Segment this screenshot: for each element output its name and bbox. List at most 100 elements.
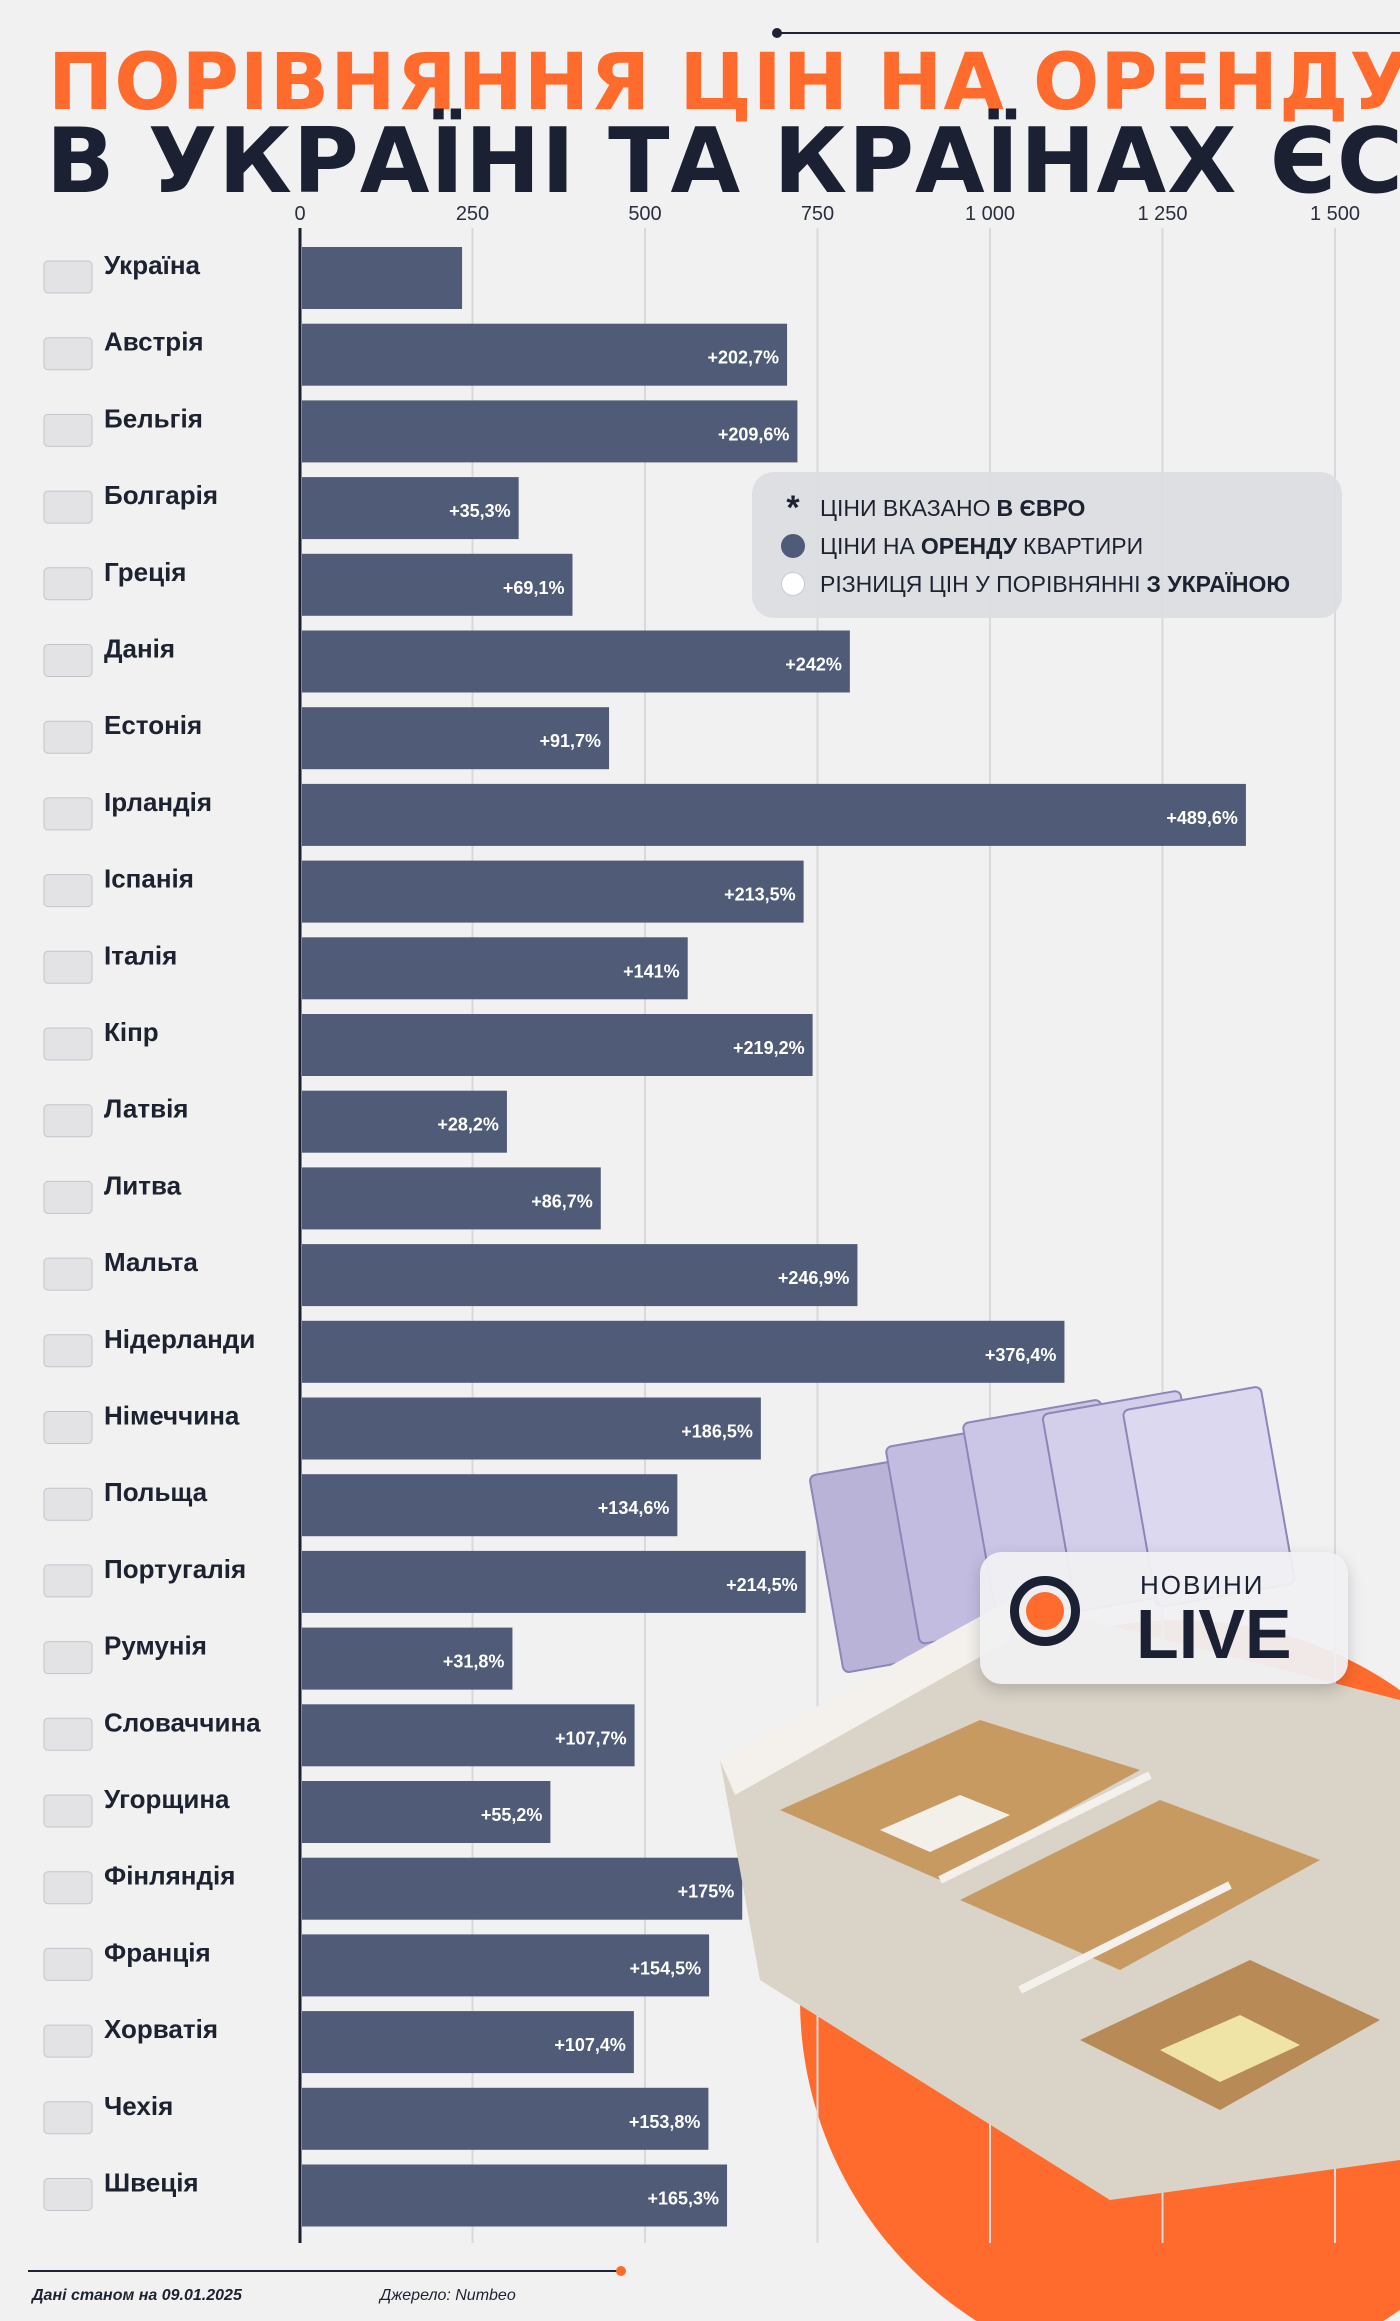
legend-item-currency: * ЦІНИ ВКАЗАНО В ЄВРО (778, 491, 1091, 525)
bar (302, 1014, 813, 1076)
country-label: Франція (104, 1937, 211, 1967)
difference-label: +107,7% (555, 1728, 627, 1748)
brand-logo: НОВИНИ LIVE (980, 1552, 1348, 1684)
flag-icon (43, 260, 93, 294)
bar (302, 1550, 806, 1613)
country-label: Німеччина (104, 1401, 240, 1431)
bar (302, 860, 804, 923)
country-label: Словаччина (104, 1707, 261, 1737)
flag-icon (43, 1564, 93, 1598)
difference-label: +134,6% (598, 1498, 670, 1518)
flag-icon (43, 1871, 93, 1905)
flag-icon (43, 644, 93, 677)
title-line-2: В УКРАЇНІ ТА КРАЇНАХ ЄС (46, 109, 1400, 214)
apartment-illustration (720, 1386, 1400, 2200)
bar (302, 1781, 551, 1843)
country-label: Швеція (104, 2168, 199, 2198)
bar (302, 2087, 709, 2150)
flag-icon (43, 567, 93, 601)
flag-icon (43, 413, 93, 447)
filled-dot-icon (778, 534, 808, 558)
country-label: Данія (104, 634, 175, 664)
bar (302, 1244, 858, 1307)
country-label: Угорщина (104, 1784, 230, 1814)
country-label: Португалія (104, 1554, 246, 1584)
difference-label: +165,3% (647, 2189, 719, 2209)
x-tick-label: 0 (294, 203, 305, 225)
country-label: Румунія (104, 1631, 207, 1661)
country-label: Болгарія (104, 480, 218, 510)
bar (302, 477, 519, 540)
x-tick-label: 1 000 (965, 203, 1015, 225)
bar (302, 247, 463, 309)
country-label: Фінляндія (104, 1861, 235, 1891)
difference-label: +107,4% (554, 2035, 626, 2055)
bar (302, 783, 1246, 846)
flag-icon (43, 1794, 93, 1828)
title-line-1: ПОРІВНЯННЯ ЦІН НА ОРЕНДУ (48, 38, 1400, 128)
difference-label: +69,1% (503, 578, 565, 598)
flag-icon (43, 720, 93, 754)
difference-label: +154,5% (630, 1958, 702, 1978)
bar (302, 323, 788, 386)
difference-label: +175% (678, 1882, 735, 1902)
logo-dot-icon (1026, 1592, 1064, 1630)
flag-icon (43, 1717, 93, 1751)
difference-label: +91,7% (539, 731, 601, 751)
bar (302, 1397, 761, 1460)
bar (302, 1934, 710, 1997)
legend: * ЦІНИ ВКАЗАНО В ЄВРО ЦІНИ НА ОРЕНДУ КВА… (752, 472, 1342, 618)
flag-icon (43, 1641, 93, 1675)
footer-divider (28, 2270, 618, 2272)
bar (302, 707, 610, 770)
country-label: Нідерланди (104, 1324, 255, 1354)
country-label: Хорватія (104, 2014, 218, 2044)
difference-label: +28,2% (437, 1115, 499, 1135)
bar (302, 2164, 728, 2227)
flag-icon (43, 797, 93, 831)
country-label: Іспанія (104, 864, 194, 894)
country-label: Італія (104, 940, 177, 970)
chart-labels: 0 250 500 750 1 000 1 250 1 500 Україна Австрія +… (43, 203, 1360, 2211)
top-divider-dot (772, 28, 782, 38)
bar (302, 1167, 601, 1230)
x-tick-label: 1 500 (1310, 203, 1360, 225)
legend-item-rent: ЦІНИ НА ОРЕНДУ КВАРТИРИ (778, 530, 1143, 562)
bar (302, 400, 798, 463)
empty-dot-icon (778, 572, 808, 596)
x-tick-label: 500 (628, 203, 661, 225)
flag-icon (43, 490, 93, 524)
bar (302, 1090, 507, 1153)
x-tick-label: 750 (801, 203, 834, 225)
difference-label: +55,2% (481, 1805, 543, 1825)
flag-icon (43, 1180, 93, 1214)
flag-icon (43, 1487, 93, 1521)
bar (302, 1627, 513, 1690)
country-label: Польща (104, 1477, 208, 1507)
country-label: Австрія (104, 327, 204, 357)
country-label: Кіпр (104, 1017, 159, 1047)
flag-icon (43, 950, 93, 984)
difference-label: +213,5% (724, 885, 796, 905)
footer-source: Джерело: Numbeo (380, 2287, 516, 2304)
difference-label: +242% (785, 655, 842, 675)
difference-label: +209,6% (718, 424, 790, 444)
flag-icon (43, 2178, 93, 2211)
difference-label: +246,9% (778, 1268, 850, 1288)
country-label: Литва (104, 1170, 182, 1200)
chart-bars (302, 247, 1246, 2227)
difference-label: +202,7% (708, 348, 780, 368)
difference-label: +141% (623, 961, 680, 981)
legend-item-difference: РІЗНИЦЯ ЦІН У ПОРІВНЯННІ З УКРАЇНОЮ (778, 568, 1296, 600)
difference-label: +186,5% (681, 1422, 753, 1442)
x-tick-label: 250 (456, 203, 489, 225)
country-label: Греція (104, 557, 186, 587)
flag-icon (43, 2101, 93, 2135)
flag-icon (43, 2024, 93, 2058)
country-label: Чехія (104, 2091, 173, 2121)
bar (302, 1474, 678, 1537)
flag-icon (43, 1027, 93, 1061)
country-label: Естонія (104, 710, 202, 740)
x-tick-label: 1 250 (1137, 203, 1187, 225)
